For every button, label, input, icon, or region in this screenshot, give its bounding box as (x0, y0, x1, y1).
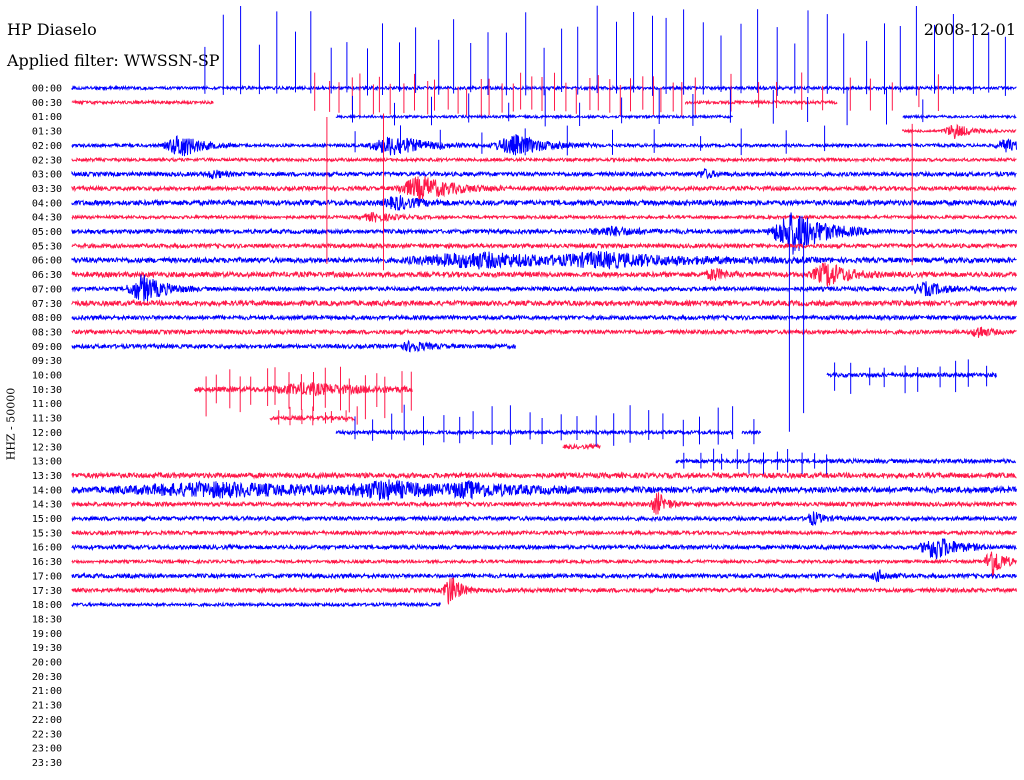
trace-row-6-seg-8 (71, 167, 1017, 180)
trace-row-26-seg-27 (675, 457, 1017, 465)
row-label-0230: 02:30 (32, 155, 62, 166)
row-label-0000: 00:00 (32, 84, 62, 95)
row-label-0530: 05:30 (32, 241, 62, 252)
row-label-0200: 02:00 (32, 141, 62, 152)
row-label-1600: 16:00 (32, 543, 62, 554)
trace-row-24-seg-24 (335, 428, 734, 437)
trace-row-34-seg-35 (71, 569, 1017, 583)
row-label-2000: 20:00 (32, 658, 62, 669)
row-label-0630: 06:30 (32, 270, 62, 281)
trace-layer (71, 5, 1017, 609)
trace-row-17-seg-19 (71, 326, 1017, 338)
row-label-1900: 19:00 (32, 629, 62, 640)
row-label-0500: 05:00 (32, 227, 62, 238)
trace-row-28-seg-29 (71, 479, 1017, 501)
trace-row-1-seg-2 (685, 98, 838, 106)
row-label-1800: 18:00 (32, 600, 62, 611)
trace-row-2-seg-4 (902, 113, 1017, 120)
row-label-0400: 04:00 (32, 198, 62, 209)
row-label-0130: 01:30 (32, 127, 62, 138)
row-label-0700: 07:00 (32, 284, 62, 295)
trace-row-36-seg-37 (71, 601, 441, 609)
row-label-1000: 10:00 (32, 371, 62, 382)
trace-row-32-seg-33 (71, 538, 1017, 560)
date-label: 2008-12-01 (923, 20, 1016, 39)
trace-row-23-seg-23 (269, 414, 356, 422)
row-label-0100: 01:00 (32, 112, 62, 123)
row-label-1230: 12:30 (32, 442, 62, 453)
row-label-2330: 23:30 (32, 758, 62, 769)
row-label-1130: 11:30 (32, 414, 62, 425)
row-label-2030: 20:30 (32, 672, 62, 683)
row-label-1030: 10:30 (32, 385, 62, 396)
row-label-0600: 06:00 (32, 256, 62, 267)
row-label-1930: 19:30 (32, 643, 62, 654)
trace-row-4-seg-6 (71, 134, 1017, 157)
trace-row-5-seg-7 (71, 156, 1017, 164)
trace-row-18-seg-20 (71, 339, 516, 353)
row-label-0330: 03:30 (32, 184, 62, 195)
trace-row-29-seg-30 (71, 492, 1017, 515)
trace-row-25-seg-26 (562, 442, 601, 451)
row-label-1830: 18:30 (32, 614, 62, 625)
row-label-1330: 13:30 (32, 471, 62, 482)
trace-row-35-seg-36 (71, 577, 1017, 605)
trace-row-9-seg-11 (71, 211, 1017, 223)
trace-row-1-seg-1 (71, 99, 214, 106)
trace-row-15-seg-17 (71, 298, 1017, 308)
trace-row-7-seg-9 (71, 176, 1017, 202)
filter-label: Applied filter: WWSSN-SP (7, 51, 220, 70)
trace-row-11-seg-13 (71, 242, 1017, 250)
row-label-1300: 13:00 (32, 457, 62, 468)
trace-row-8-seg-10 (71, 195, 1017, 211)
row-label-2200: 22:00 (32, 715, 62, 726)
row-label-1700: 17:00 (32, 571, 62, 582)
trace-row-2-seg-3 (335, 113, 733, 120)
station-title: HP Diaselo (7, 20, 97, 39)
trace-row-13-seg-15 (71, 262, 1017, 287)
row-label-0430: 04:30 (32, 213, 62, 224)
trace-row-12-seg-14 (71, 250, 1017, 270)
row-label-1630: 16:30 (32, 557, 62, 568)
row-label-1430: 14:30 (32, 500, 62, 511)
trace-row-16-seg-18 (71, 313, 1017, 322)
row-label-2130: 21:30 (32, 701, 62, 712)
trace-row-21-seg-22 (194, 381, 413, 397)
row-label-1400: 14:00 (32, 485, 62, 496)
row-label-0730: 07:30 (32, 299, 62, 310)
trace-row-20-seg-21 (826, 371, 998, 379)
trace-row-30-seg-31 (71, 511, 1017, 526)
row-label-0930: 09:30 (32, 356, 62, 367)
row-label-layer: 00:00 00:30 01:00 01:30 02:00 02:30 03:00 03:30… (32, 84, 62, 769)
trace-row-10-seg-12 (71, 212, 1017, 255)
row-label-2230: 22:30 (32, 729, 62, 740)
trace-row-3-seg-5 (902, 123, 1017, 140)
row-label-2300: 23:00 (32, 744, 62, 755)
trace-row-14-seg-16 (71, 274, 1017, 304)
row-label-0300: 03:00 (32, 170, 62, 181)
row-label-1200: 12:00 (32, 428, 62, 439)
row-label-1530: 15:30 (32, 528, 62, 539)
row-label-0030: 00:30 (32, 98, 62, 109)
row-label-1100: 11:00 (32, 399, 62, 410)
trace-row-27-seg-28 (71, 471, 1017, 480)
trace-row-33-seg-34 (71, 551, 1017, 579)
row-label-2100: 21:00 (32, 686, 62, 697)
row-label-0900: 09:00 (32, 342, 62, 353)
trace-row-31-seg-32 (71, 529, 1017, 537)
row-label-0800: 08:00 (32, 313, 62, 324)
row-label-1500: 15:00 (32, 514, 62, 525)
row-label-1730: 17:30 (32, 586, 62, 597)
row-label-0830: 08:30 (32, 327, 62, 338)
trace-row-24-seg-25 (741, 429, 762, 436)
